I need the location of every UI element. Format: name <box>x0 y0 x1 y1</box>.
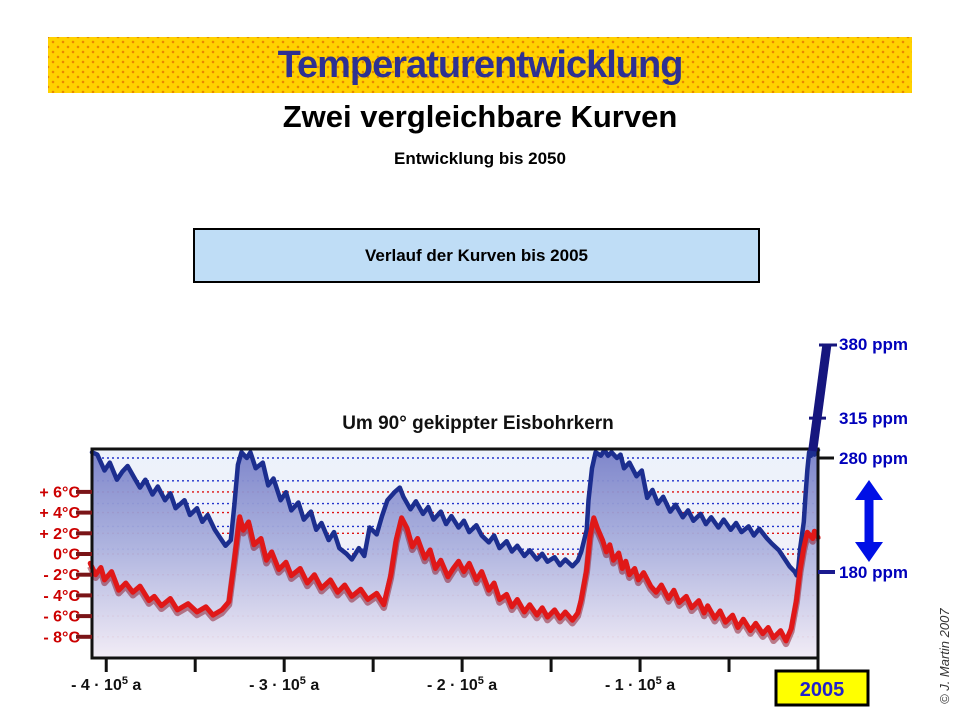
time-axis-label: - 1 · 105 a <box>605 675 675 694</box>
co2-area <box>92 450 818 658</box>
temperature-curve <box>87 514 821 644</box>
year-box <box>774 669 870 707</box>
temperature-axis-label: + 4°C <box>39 505 80 522</box>
co2-axis-label: 180 ppm <box>839 563 908 582</box>
temperature-axis-label: + 6°C <box>39 484 80 501</box>
co2-axis-label: 280 ppm <box>839 449 908 468</box>
time-axis-label: - 4 · 105 a <box>71 675 141 694</box>
title-banner: Temperaturentwicklung <box>48 37 912 93</box>
time-axis-label: - 2 · 105 a <box>427 675 497 694</box>
co2-curve <box>89 447 821 578</box>
co2-axis-label: 315 ppm <box>839 409 908 428</box>
co2-range-arrow <box>855 480 883 562</box>
temperature-axis-label: + 2°C <box>39 526 80 543</box>
temperature-axis-label: - 2°C <box>43 567 80 584</box>
development-note: Entwicklung bis 2050 <box>394 149 566 168</box>
co2-axis-label: 380 ppm <box>839 335 908 354</box>
info-box-label: Verlauf der Kurven bis 2005 <box>365 245 588 265</box>
co2-modern-spike <box>808 343 832 452</box>
time-axis-label: - 3 · 105 a <box>249 675 319 694</box>
temperature-axis-label: 0°C <box>53 547 80 564</box>
chart-title: Um 90° gekippter Eisbohrkern <box>342 413 614 434</box>
info-box: Verlauf der Kurven bis 2005 <box>193 228 760 283</box>
copyright-note: © J. Martin 2007 <box>937 608 952 704</box>
main-title: Temperaturentwicklung <box>277 43 684 86</box>
temperature-axis-label: - 4°C <box>43 588 80 605</box>
temperature-axis-label: - 6°C <box>43 609 80 626</box>
temperature-axis-label: - 8°C <box>43 629 80 646</box>
year-box-label: 2005 <box>800 679 845 701</box>
subtitle: Zwei vergleichbare Kurven <box>282 99 678 134</box>
